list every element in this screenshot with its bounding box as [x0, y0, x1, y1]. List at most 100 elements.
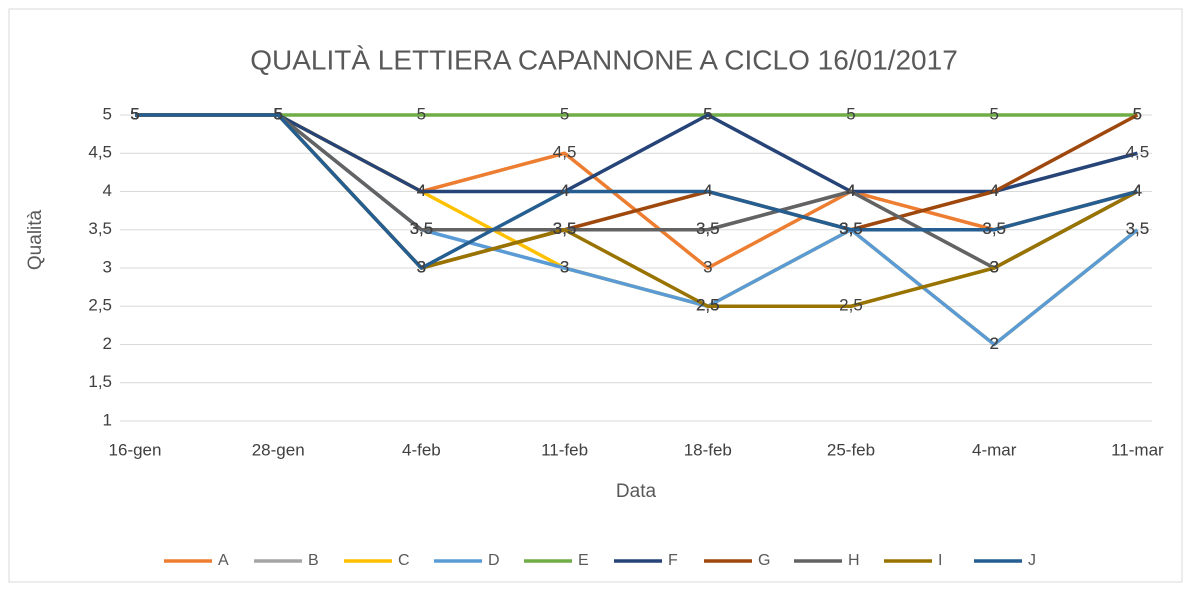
data-label: 3,5 [410, 219, 434, 238]
data-label: 5 [130, 104, 139, 123]
data-label: 3,5 [553, 219, 577, 238]
data-label: 5 [703, 104, 712, 123]
y-tick-label: 4,5 [88, 143, 112, 162]
data-label: 5 [273, 104, 282, 123]
data-label: 4 [989, 181, 998, 200]
data-label: 5 [130, 104, 139, 123]
legend-label: F [668, 552, 678, 569]
data-label: 3 [560, 257, 569, 276]
legend-label: B [308, 552, 319, 569]
data-label: 5 [273, 104, 282, 123]
data-label: 5 [273, 104, 282, 123]
x-tick-label: 28-gen [252, 440, 305, 459]
data-label: 4 [1133, 181, 1142, 200]
data-label: 2 [989, 334, 998, 353]
legend-label: G [758, 552, 770, 569]
series-line [135, 113, 1138, 194]
data-label: 5 [130, 104, 139, 123]
x-tick-label: 11-feb [541, 440, 588, 459]
data-label: 4 [417, 181, 426, 200]
data-label: 3 [560, 257, 569, 276]
data-label: 2,5 [839, 296, 863, 315]
legend-label: A [218, 552, 229, 569]
data-label: 5 [130, 104, 139, 123]
chart-title: QUALITÀ LETTIERA CAPANNONE A CICLO 16/01… [250, 44, 958, 75]
y-tick-label: 2 [103, 334, 112, 353]
data-label: 3 [417, 257, 426, 276]
legend-label: H [848, 552, 860, 569]
x-tick-label: 18-feb [684, 440, 732, 459]
data-label: 4 [1133, 181, 1142, 200]
series-line [135, 113, 1139, 270]
series-line [135, 113, 1138, 270]
y-tick-label: 3,5 [88, 219, 112, 238]
data-label: 2,5 [696, 296, 720, 315]
data-label: 5 [130, 104, 139, 123]
data-label: 5 [1133, 104, 1142, 123]
data-label: 4 [846, 181, 855, 200]
data-label: 4 [1133, 181, 1142, 200]
data-label: 4 [989, 181, 998, 200]
data-label: 5 [989, 104, 998, 123]
data-label: 5 [417, 104, 426, 123]
data-label: 2,5 [696, 296, 720, 315]
legend-label: J [1028, 552, 1036, 569]
data-label: 4,5 [1126, 143, 1150, 162]
data-label: 5 [130, 104, 139, 123]
data-label: 3,5 [410, 219, 434, 238]
data-label: 5 [273, 104, 282, 123]
data-label: 4 [417, 181, 426, 200]
data-label: 5 [130, 104, 139, 123]
data-label: 4 [846, 181, 855, 200]
data-label: 4 [703, 181, 712, 200]
data-label: 3 [989, 257, 998, 276]
data-label: 4 [846, 181, 855, 200]
data-label: 5 [846, 104, 855, 123]
data-label: 5 [273, 104, 282, 123]
data-label: 4,5 [553, 143, 577, 162]
x-tick-label: 4-mar [972, 440, 1017, 459]
data-label: 3,5 [839, 219, 863, 238]
legend-label: D [488, 552, 500, 569]
chart-frame [8, 8, 1183, 583]
data-label: 3,5 [410, 219, 434, 238]
data-label: 5 [273, 104, 282, 123]
x-tick-label: 11-mar [1111, 440, 1164, 459]
legend-label: C [398, 552, 410, 569]
data-label: 4 [846, 181, 855, 200]
data-label: 3,5 [982, 219, 1006, 238]
y-tick-label: 2,5 [88, 296, 112, 315]
data-label: 5 [1133, 104, 1142, 123]
data-label: 2,5 [696, 296, 720, 315]
data-label: 3 [989, 257, 998, 276]
legend-label: E [578, 552, 589, 569]
x-tick-label: 16-gen [109, 440, 162, 459]
data-label: 3 [989, 257, 998, 276]
data-label: 3 [417, 257, 426, 276]
data-label: 3,5 [553, 219, 577, 238]
data-label: 4 [1133, 181, 1142, 200]
x-tick-label: 25-feb [827, 440, 875, 459]
data-label: 3 [703, 257, 712, 276]
data-label: 3,5 [696, 219, 720, 238]
data-label: 5 [273, 104, 282, 123]
data-label: 3 [417, 257, 426, 276]
data-label: 5 [560, 104, 569, 123]
data-label: 4 [703, 181, 712, 200]
data-label: 3,5 [553, 219, 577, 238]
y-tick-label: 5 [103, 104, 112, 123]
data-label: 3,5 [839, 219, 863, 238]
y-tick-label: 3 [103, 257, 112, 276]
data-label: 3,5 [839, 219, 863, 238]
data-label: 3,5 [696, 219, 720, 238]
data-label: 3,5 [553, 219, 577, 238]
data-label: 3,5 [982, 219, 1006, 238]
legend-label: I [938, 552, 942, 569]
data-label: 5 [273, 104, 282, 123]
x-axis-label: Data [616, 481, 657, 502]
data-label: 3,5 [1126, 219, 1150, 238]
data-label: 5 [703, 104, 712, 123]
y-axis-label: Qualità [25, 209, 46, 270]
